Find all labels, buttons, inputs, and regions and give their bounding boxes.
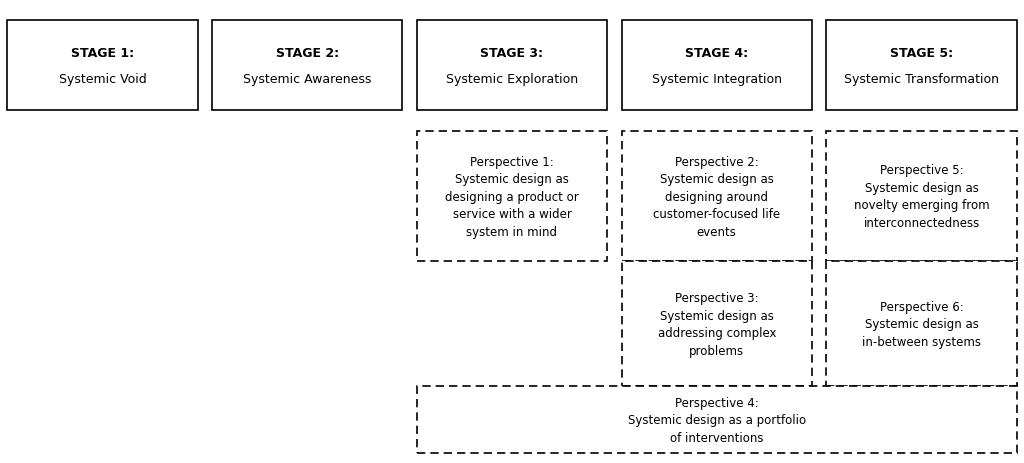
Bar xyxy=(826,132,1017,262)
Text: Perspective 2:
Systemic design as
designing around
customer-focused life
events: Perspective 2: Systemic design as design… xyxy=(653,156,780,238)
Bar xyxy=(826,21,1017,111)
Bar xyxy=(622,262,812,387)
Text: STAGE 4:: STAGE 4: xyxy=(685,46,749,60)
Bar xyxy=(622,132,812,262)
Bar xyxy=(622,21,812,111)
Bar xyxy=(826,262,1017,387)
Text: Perspective 4:
Systemic design as a portfolio
of interventions: Perspective 4: Systemic design as a port… xyxy=(628,396,806,444)
Text: Systemic Awareness: Systemic Awareness xyxy=(243,72,372,86)
Text: Perspective 5:
Systemic design as
novelty emerging from
interconnectedness: Perspective 5: Systemic design as novelt… xyxy=(854,164,989,230)
Text: Perspective 3:
Systemic design as
addressing complex
problems: Perspective 3: Systemic design as addres… xyxy=(657,291,776,357)
Text: STAGE 5:: STAGE 5: xyxy=(890,46,953,60)
Bar xyxy=(7,21,198,111)
Text: Perspective 1:
Systemic design as
designing a product or
service with a wider
sy: Perspective 1: Systemic design as design… xyxy=(445,156,579,238)
Text: STAGE 2:: STAGE 2: xyxy=(275,46,339,60)
Text: STAGE 3:: STAGE 3: xyxy=(480,46,544,60)
Bar xyxy=(417,387,1017,453)
Text: Systemic Integration: Systemic Integration xyxy=(652,72,781,86)
Bar xyxy=(212,21,402,111)
Text: Systemic Void: Systemic Void xyxy=(58,72,146,86)
Text: Perspective 6:
Systemic design as
in-between systems: Perspective 6: Systemic design as in-bet… xyxy=(862,300,981,348)
Bar xyxy=(417,21,607,111)
Bar xyxy=(417,132,607,262)
Text: Systemic Transformation: Systemic Transformation xyxy=(844,72,999,86)
Text: Systemic Exploration: Systemic Exploration xyxy=(445,72,579,86)
Text: STAGE 1:: STAGE 1: xyxy=(71,46,134,60)
